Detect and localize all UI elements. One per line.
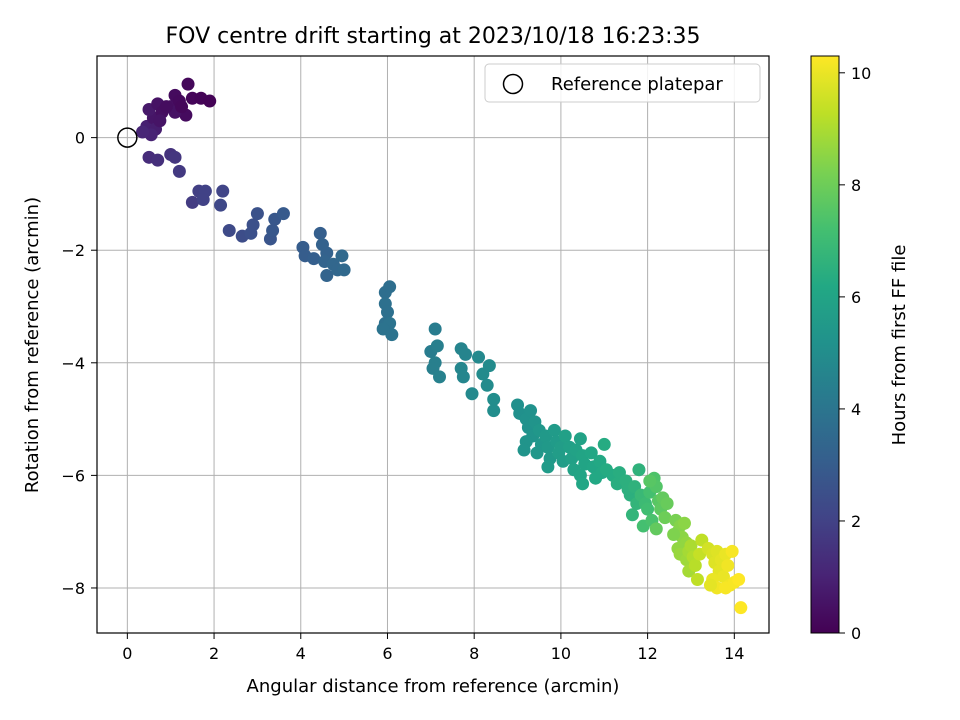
scatter-point	[320, 269, 334, 283]
scatter-point	[151, 153, 165, 167]
scatter-point	[428, 322, 442, 336]
colorbar-tick-label: 8	[851, 176, 861, 195]
x-tick-label: 6	[382, 644, 392, 663]
chart-title: FOV centre drift starting at 2023/10/18 …	[166, 24, 701, 49]
scatter-point	[385, 328, 399, 342]
scatter-point	[172, 164, 186, 178]
scatter-point	[480, 378, 494, 392]
colorbar-tick-label: 0	[851, 624, 861, 643]
scatter-point	[487, 392, 501, 406]
scatter-point	[136, 125, 150, 139]
x-tick-label: 14	[724, 644, 744, 663]
scatter-point	[725, 544, 739, 558]
colorbar-tick-label: 10	[851, 64, 871, 83]
scatter-point	[153, 114, 167, 128]
legend-entry-label: Reference platepar	[551, 74, 723, 95]
legend-open-circle-icon	[502, 73, 524, 95]
y-axis-label: Rotation from reference (arcmin)	[22, 197, 43, 493]
scatter-point	[383, 280, 397, 294]
colorbar: 0 2 4 6 8 10 Hours from first FF file	[810, 55, 910, 643]
scatter-point	[487, 404, 501, 418]
y-tick-label: −4	[61, 354, 85, 373]
y-tick-label: −6	[61, 466, 85, 485]
x-tick-label: 12	[637, 644, 657, 663]
y-tick-label: −8	[61, 579, 85, 598]
scatter-point	[472, 350, 486, 364]
scatter-point	[433, 370, 447, 384]
scatter-point	[313, 226, 327, 240]
scatter-point	[175, 100, 189, 114]
scatter-point	[721, 558, 735, 572]
x-axis-label: Angular distance from reference (arcmin)	[247, 676, 620, 697]
scatter-point	[677, 516, 691, 530]
scatter-point	[196, 193, 210, 207]
scatter-point	[690, 573, 704, 587]
x-tick-label: 10	[551, 644, 571, 663]
scatter-point	[584, 446, 598, 460]
x-tick-label: 2	[209, 644, 219, 663]
scatter-point	[246, 218, 260, 232]
scatter-point	[335, 249, 349, 263]
scatter-point	[625, 508, 639, 522]
x-tick-label: 0	[122, 644, 132, 663]
colorbar-tick-label: 6	[851, 288, 861, 307]
scatter-point	[307, 252, 321, 266]
scatter-point	[541, 460, 555, 474]
scatter-point	[684, 539, 698, 553]
scatter-point	[597, 437, 611, 451]
x-tick-label: 8	[469, 644, 479, 663]
legend-box	[484, 63, 761, 103]
axes: 0 2 4 6 8 10 12 14 −8 −6 −4 −2 0	[61, 129, 744, 663]
scatter-point	[181, 77, 195, 91]
scatter-point	[641, 502, 655, 516]
scatter-point	[517, 443, 531, 457]
x-tick-label: 4	[296, 644, 306, 663]
scatter-point	[660, 497, 674, 511]
colorbar-tick-label: 2	[851, 512, 861, 531]
scatter-point	[573, 432, 587, 446]
scatter-point	[688, 558, 702, 572]
scatter-point	[482, 359, 496, 373]
y-tick-label: 0	[75, 129, 85, 148]
scatter-point	[632, 463, 646, 477]
scatter-point	[459, 347, 473, 361]
scatter-point	[703, 578, 717, 592]
scatter-point	[658, 511, 672, 525]
scatter-point	[214, 198, 228, 212]
colorbar-ticks: 0 2 4 6 8 10	[839, 64, 871, 643]
scatter-point	[276, 207, 290, 221]
plot-area-frame	[96, 55, 770, 634]
scatter-point	[250, 207, 264, 221]
scatter-point	[667, 527, 681, 541]
legend: Reference platepar	[484, 63, 761, 103]
scatter-point	[465, 387, 479, 401]
scatter-point	[430, 339, 444, 353]
scatter-point	[456, 370, 470, 384]
scatter-point	[558, 429, 572, 443]
scatter-point	[337, 263, 351, 277]
colorbar-gradient	[810, 55, 840, 634]
scatter-point	[524, 404, 538, 418]
scatter-point	[576, 477, 590, 491]
scatter-point	[732, 573, 746, 587]
y-tick-label: −2	[61, 241, 85, 260]
scatter-points	[136, 77, 748, 615]
scatter-point	[222, 224, 236, 238]
scatter-point	[547, 423, 561, 437]
colorbar-tick-label: 4	[851, 400, 861, 419]
scatter-point	[203, 94, 217, 108]
reference-platepar-marker	[117, 127, 138, 148]
colorbar-label: Hours from first FF file	[889, 245, 910, 446]
scatter-point	[266, 224, 280, 238]
scatter-point	[380, 305, 394, 319]
scatter-point	[734, 601, 748, 615]
scatter-point	[168, 150, 182, 164]
scatter-point	[159, 100, 173, 114]
scatter-point	[185, 195, 199, 209]
scatter-point	[216, 184, 230, 198]
scatter-point	[530, 446, 544, 460]
scatter-point	[649, 522, 663, 536]
scatter-point	[643, 474, 657, 488]
